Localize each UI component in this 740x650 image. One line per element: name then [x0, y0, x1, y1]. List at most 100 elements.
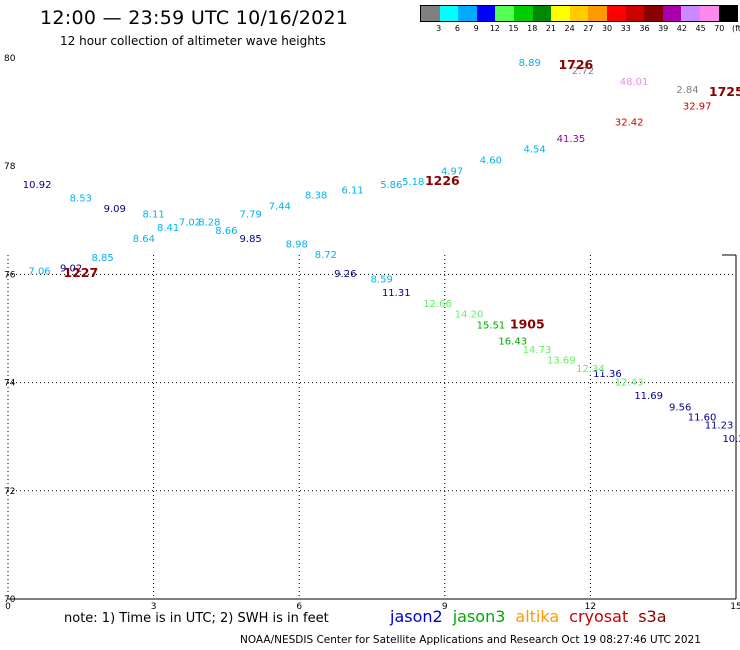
color-scale-label: 39 [658, 24, 669, 33]
wave-height-value: 8.41 [157, 223, 179, 234]
color-scale-swatches [420, 5, 738, 22]
color-scale-label: 30 [601, 24, 613, 33]
footnote: note: 1) Time is in UTC; 2) SWH is in fe… [64, 611, 329, 626]
wave-height-value: 8.89 [519, 58, 541, 69]
satellite-legend-cryosat: cryosat [569, 607, 629, 626]
wave-height-value: 10.92 [23, 180, 52, 191]
wave-height-value: 8.64 [133, 234, 155, 245]
y-tick-label: 72 [4, 487, 15, 497]
color-scale-label: 33 [620, 24, 631, 33]
y-tick-label: 74 [4, 379, 16, 389]
color-scale-label: 70 [714, 24, 725, 33]
wave-height-value: 12.66 [423, 299, 452, 310]
color-swatch [439, 6, 459, 21]
color-swatch [532, 6, 552, 21]
wave-height-value: 41.35 [557, 134, 586, 145]
color-swatch [625, 6, 645, 21]
color-swatch [421, 6, 440, 21]
wave-height-value: 14.73 [523, 345, 552, 356]
wave-height-value: 8.11 [142, 210, 164, 221]
color-swatch [718, 6, 738, 21]
wave-height-value: 11.23 [705, 421, 734, 432]
x-tick-label: 15 [730, 602, 740, 612]
wave-height-value: 8.28 [198, 218, 220, 229]
wave-height-value: 32.97 [683, 101, 712, 112]
wave-height-value: 2.84 [676, 85, 698, 96]
wave-height-value: 9.26 [334, 269, 356, 280]
wave-height-value: 8.38 [305, 191, 327, 202]
track-label: 1905 [510, 317, 545, 332]
wave-height-value: 15.51 [477, 321, 506, 332]
color-swatch [513, 6, 533, 21]
wave-height-value: 8.72 [315, 250, 337, 261]
color-scale-label: 18 [527, 24, 538, 33]
wave-height-value: 9.02 [60, 264, 82, 275]
chart-title: 12:00 — 23:59 UTC 10/16/2021 [40, 7, 349, 29]
credit-footer: NOAA/NESDIS Center for Satellite Applica… [240, 634, 701, 646]
y-tick-label: 78 [4, 162, 16, 172]
color-swatch [588, 6, 607, 21]
satellite-legend-altika: altika [515, 607, 560, 626]
color-scale-label: 12 [489, 24, 500, 33]
y-tick-label: 76 [4, 270, 16, 280]
color-swatch [569, 6, 589, 21]
wave-height-value: 12.34 [576, 364, 605, 375]
wave-height-value: 2.72 [572, 66, 594, 77]
color-swatch [551, 6, 570, 21]
satellite-legend-jason3: jason3 [452, 607, 506, 626]
x-tick-label: 9 [442, 602, 448, 612]
track-label: 1227 [63, 265, 98, 280]
track-label: 1726 [558, 57, 593, 72]
color-scale-label: 15 [508, 24, 519, 33]
wave-height-value: 7.02 [179, 218, 201, 229]
y-tick-label: 70 [4, 595, 16, 605]
chart-subtitle: 12 hour collection of altimeter wave hei… [60, 34, 326, 48]
wave-height-value: 48.01 [620, 77, 649, 88]
color-swatch [644, 6, 663, 21]
wave-height-value: 7.44 [269, 201, 291, 212]
wave-height-value: 8.98 [286, 239, 308, 250]
color-swatch [606, 6, 626, 21]
track-label: 1226 [425, 173, 460, 188]
wave-height-value: 9.56 [669, 403, 691, 414]
satellite-legend: jason2 jason3 altika cryosat s3a [390, 607, 677, 626]
wave-height-value: 8.85 [92, 253, 114, 264]
wave-height-value: 5.18 [402, 177, 424, 188]
y-tick-label: 80 [4, 54, 16, 64]
x-tick-label: 0 [5, 602, 11, 612]
color-scale-label: 21 [545, 24, 557, 33]
color-scale-label: 27 [583, 24, 594, 33]
satellite-legend-jason2: jason2 [390, 607, 443, 626]
wave-height-value: 32.42 [615, 118, 644, 129]
x-tick-label: 3 [151, 602, 157, 612]
wave-height-value: 9.09 [104, 204, 126, 215]
wave-height-value: 14.20 [455, 310, 484, 321]
wave-height-value: 10.2 [722, 434, 740, 445]
wave-height-value: 13.69 [547, 356, 576, 367]
wave-height-value: 8.66 [215, 226, 237, 237]
color-scale-label: 6 [454, 24, 460, 33]
color-scale-label: 36 [639, 24, 650, 33]
color-scale-label: 24 [564, 24, 575, 33]
wave-height-value: 5.86 [380, 180, 402, 191]
satellite-legend-s3a: s3a [638, 607, 667, 626]
x-tick-label: 12 [585, 602, 596, 612]
wave-height-value: 12.43 [615, 377, 644, 388]
color-swatch [699, 6, 719, 21]
color-swatch [495, 6, 514, 21]
wave-height-value: 9.85 [240, 234, 262, 245]
wave-height-value: 4.60 [480, 155, 502, 166]
wave-height-value: 11.31 [382, 288, 411, 299]
wave-height-value: 8.59 [371, 275, 393, 286]
color-swatch [458, 6, 477, 21]
wave-height-value: 7.79 [240, 210, 262, 221]
color-swatch [476, 6, 496, 21]
wave-height-value: 11.69 [634, 391, 663, 402]
color-scale-label: 42 [676, 24, 687, 33]
wave-height-value: 6.11 [341, 185, 363, 196]
track-label: 1725 [709, 84, 740, 99]
x-tick-label: 6 [296, 602, 302, 612]
